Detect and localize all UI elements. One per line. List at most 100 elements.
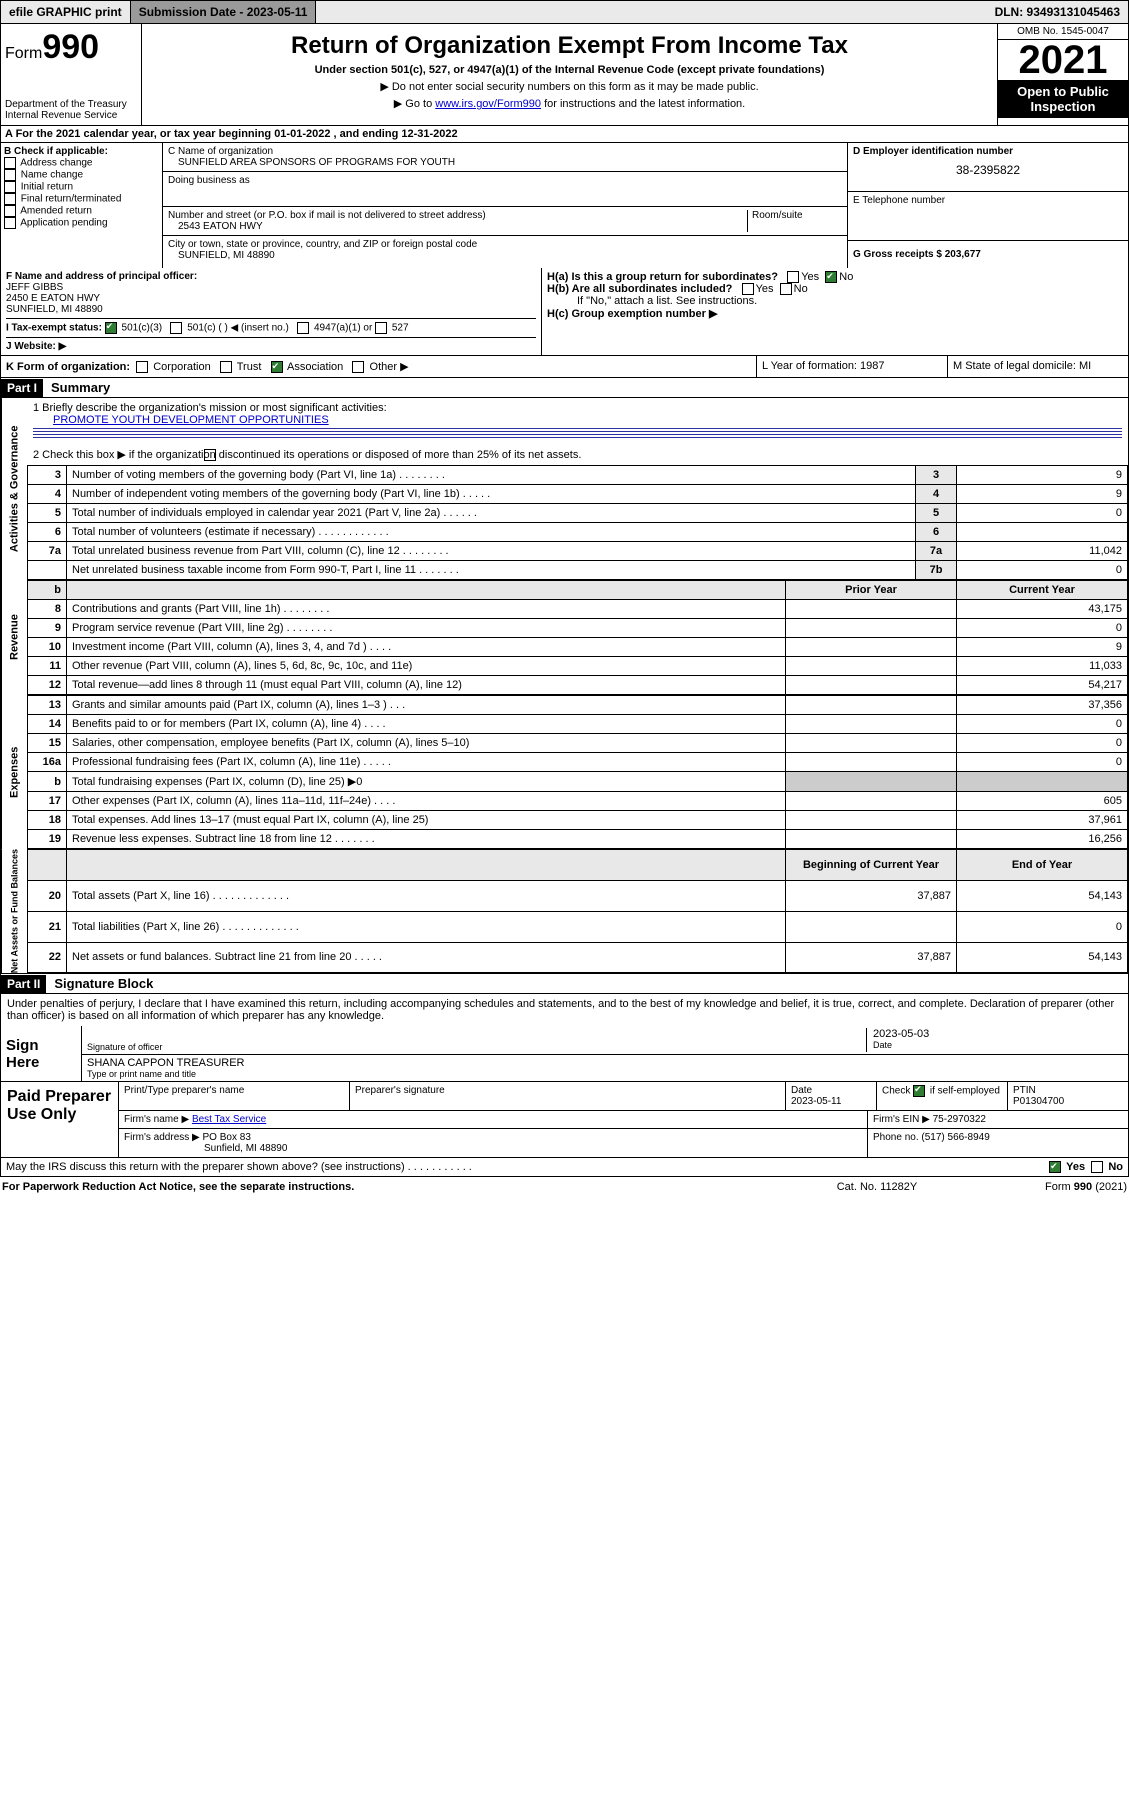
firm-addr-lbl: Firm's address ▶ <box>124 1132 200 1143</box>
prep-name-hdr: Print/Type preparer's name <box>119 1082 350 1110</box>
checkbox-501c[interactable] <box>170 322 182 334</box>
block-bcd: B Check if applicable: Address change Na… <box>0 143 1129 268</box>
firm-name-link[interactable]: Best Tax Service <box>192 1114 266 1125</box>
part1-title: Summary <box>43 378 118 397</box>
activities-section: Activities & Governance 1 Briefly descri… <box>0 398 1129 580</box>
checkbox-4947[interactable] <box>297 322 309 334</box>
side-label-net: Net Assets or Fund Balances <box>1 849 27 973</box>
self-emp-check[interactable] <box>913 1085 925 1097</box>
part1-header: Part I Summary <box>0 378 1129 398</box>
sig-name-label: Type or print name and title <box>87 1069 1123 1079</box>
gross-receipts: G Gross receipts $ 203,677 <box>853 249 981 260</box>
part1-label: Part I <box>1 379 43 397</box>
form-header: Form990 Department of the Treasury Inter… <box>0 24 1129 126</box>
discuss-no[interactable] <box>1091 1161 1103 1173</box>
discuss-text: May the IRS discuss this return with the… <box>6 1161 1049 1173</box>
prep-date-val: 2023-05-11 <box>791 1096 841 1107</box>
form-word: Form <box>5 45 42 62</box>
form-id-cell: Form990 Department of the Treasury Inter… <box>1 24 142 125</box>
self-emp-t: if self-employed <box>927 1086 1000 1097</box>
year-formation: L Year of formation: 1987 <box>757 356 948 377</box>
ha-yes[interactable] <box>787 271 799 283</box>
form-number: 990 <box>42 28 99 66</box>
hb-no[interactable] <box>780 283 792 295</box>
submission-date-label: Submission Date - 2023-05-11 <box>131 1 317 23</box>
no-1: No <box>839 271 853 283</box>
check-namechange[interactable] <box>4 169 16 181</box>
q2-checkbox[interactable] <box>204 449 216 461</box>
page-footer: For Paperwork Reduction Act Notice, see … <box>0 1177 1129 1197</box>
toolbar-spacer <box>316 1 986 23</box>
officer-row: F Name and address of principal officer:… <box>0 268 1129 356</box>
check-amendedreturn[interactable] <box>4 205 16 217</box>
note-pre: ▶ Go to <box>394 98 435 110</box>
prep-self-hdr: Check <box>882 1086 913 1097</box>
check-applicationpending[interactable] <box>4 217 16 229</box>
state-domicile: M State of legal domicile: MI <box>948 356 1128 377</box>
k-o3: Association <box>287 361 343 373</box>
ein-value: 38-2395822 <box>853 163 1123 177</box>
addr-label: Number and street (or P.O. box if mail i… <box>168 210 743 221</box>
mission-text[interactable]: PROMOTE YOUTH DEVELOPMENT OPPORTUNITIES <box>53 414 329 426</box>
ha-no[interactable] <box>825 271 837 283</box>
prep-date-hdr: Date <box>791 1085 812 1096</box>
dba-label: Doing business as <box>168 175 842 186</box>
check-initialreturn[interactable] <box>4 181 16 193</box>
website-label: J Website: ▶ <box>6 341 66 352</box>
opt-501c: 501(c) ( ) ◀ (insert no.) <box>187 323 289 334</box>
sig-officer-label: Signature of officer <box>87 1042 866 1052</box>
note-post: for instructions and the latest informat… <box>541 98 745 110</box>
ptin-val: P01304700 <box>1013 1096 1064 1107</box>
officer-name: JEFF GIBBS <box>6 282 63 293</box>
firm-ein: 75-2970322 <box>933 1114 986 1125</box>
discuss-row: May the IRS discuss this return with the… <box>0 1158 1129 1177</box>
firm-addr: PO Box 83 <box>203 1132 251 1143</box>
sig-date-label: Date <box>873 1040 1123 1050</box>
firm-phone: (517) 566-8949 <box>921 1132 989 1143</box>
check-addresschange[interactable] <box>4 157 16 169</box>
org-addr: 2543 EATON HWY <box>168 221 743 232</box>
org-name: SUNFIELD AREA SPONSORS OF PROGRAMS FOR Y… <box>168 157 842 168</box>
hc-label: H(c) Group exemption number ▶ <box>547 308 717 320</box>
opt-527: 527 <box>392 323 409 334</box>
note-ssn: ▶ Do not enter social security numbers o… <box>146 80 993 93</box>
side-label-exp: Expenses <box>1 695 27 849</box>
mission-label: 1 Briefly describe the organization's mi… <box>33 402 1122 414</box>
right-info: D Employer identification number 38-2395… <box>848 143 1128 268</box>
check-finalreturnterminated[interactable] <box>4 193 16 205</box>
irs-link[interactable]: www.irs.gov/Form990 <box>435 98 541 110</box>
k-other[interactable] <box>352 361 364 373</box>
org-name-label: C Name of organization <box>168 146 842 157</box>
sign-here-label: Sign Here <box>1 1026 82 1081</box>
checkbox-501c3[interactable] <box>105 322 117 334</box>
ptin-hdr: PTIN <box>1013 1085 1036 1096</box>
cat-no: Cat. No. 11282Y <box>777 1181 977 1193</box>
part2-header: Part II Signature Block <box>0 974 1129 994</box>
tax-year-line: A For the 2021 calendar year, or tax yea… <box>0 126 1129 143</box>
check-b-title: B Check if applicable: <box>4 146 108 157</box>
form-title: Return of Organization Exempt From Incom… <box>146 32 993 60</box>
k-o1: Corporation <box>153 361 210 373</box>
officer-addr1: 2450 E EATON HWY <box>6 293 100 304</box>
note-link: ▶ Go to www.irs.gov/Form990 for instruct… <box>146 97 993 110</box>
city-label: City or town, state or province, country… <box>168 239 842 250</box>
k-corp[interactable] <box>136 361 148 373</box>
revenue-section: Revenue bPrior YearCurrent Year8Contribu… <box>0 580 1129 695</box>
dept-label: Department of the Treasury Internal Reve… <box>5 99 137 121</box>
ag-table: 3Number of voting members of the governi… <box>27 465 1128 580</box>
side-label-rev: Revenue <box>1 580 27 695</box>
checkbox-527[interactable] <box>375 322 387 334</box>
k-trust[interactable] <box>220 361 232 373</box>
revenue-table: bPrior YearCurrent Year8Contributions an… <box>27 580 1128 695</box>
yes-2: Yes <box>756 283 774 295</box>
k-row: K Form of organization: Corporation Trus… <box>0 356 1129 378</box>
discuss-yes[interactable] <box>1049 1161 1061 1173</box>
hb-label: H(b) Are all subordinates included? <box>547 283 732 295</box>
efile-print-button[interactable]: efile GRAPHIC print <box>1 1 131 23</box>
sig-date: 2023-05-03 <box>873 1028 1123 1040</box>
hb-yes[interactable] <box>742 283 754 295</box>
k-assoc[interactable] <box>271 361 283 373</box>
form-subtitle: Under section 501(c), 527, or 4947(a)(1)… <box>146 64 993 76</box>
org-info: C Name of organization SUNFIELD AREA SPO… <box>163 143 848 268</box>
penalties-text: Under penalties of perjury, I declare th… <box>0 994 1129 1026</box>
